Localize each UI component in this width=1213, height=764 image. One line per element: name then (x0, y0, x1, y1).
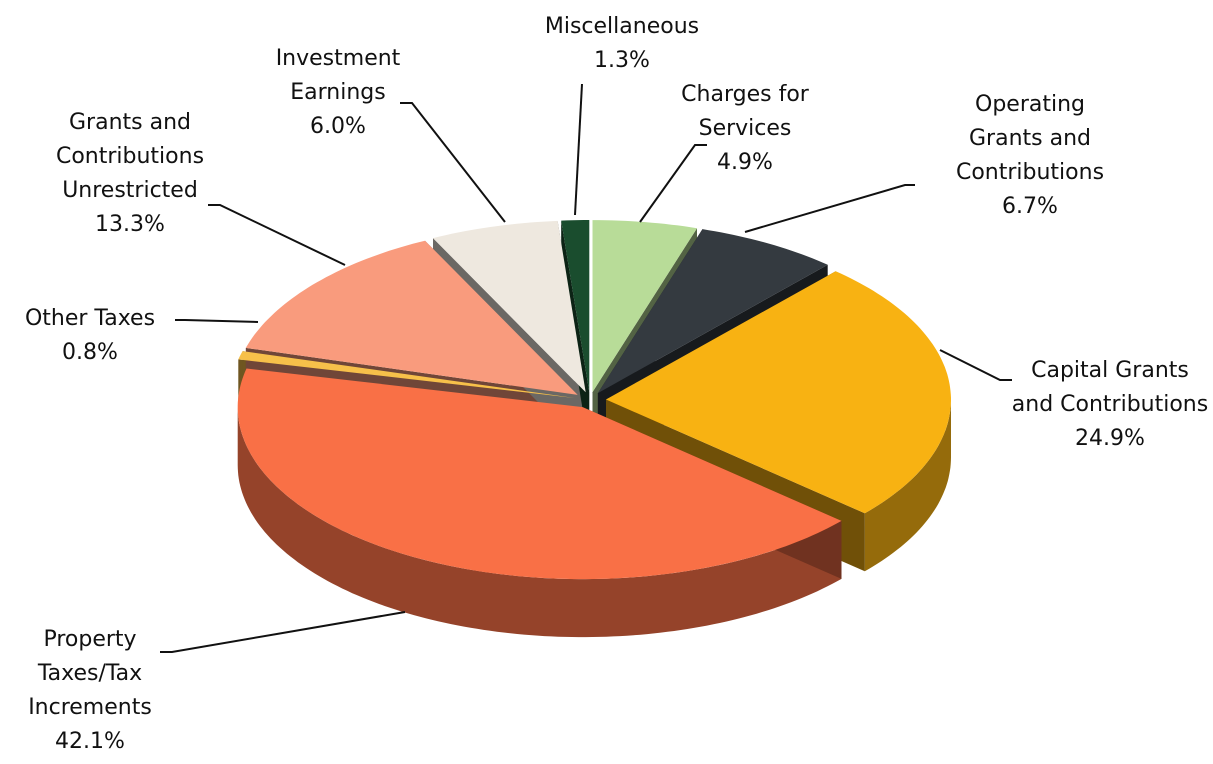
category-label: Property Taxes/Tax Increments (28, 627, 152, 720)
data-label: Investment Earnings 6.0% (258, 42, 418, 144)
category-label: Other Taxes (24, 306, 156, 331)
leader-line (574, 83, 583, 216)
category-label: Charges for Services (681, 82, 809, 141)
slice (238, 351, 575, 398)
slice-side (237, 407, 842, 638)
leader-line (208, 204, 346, 266)
value-label: 4.9% (717, 150, 773, 175)
value-label: 1.3% (594, 48, 650, 73)
slice (606, 271, 951, 514)
slice (433, 220, 586, 393)
leader-line (160, 611, 406, 653)
category-label: Investment Earnings (275, 46, 401, 105)
category-label: Operating Grants and Contributions (955, 92, 1105, 185)
data-label: Operating Grants and Contributions 6.7% (940, 88, 1120, 224)
data-label: Charges for Services 4.9% (670, 78, 820, 180)
slice (592, 220, 697, 393)
value-label: 24.9% (1075, 426, 1145, 451)
data-label: Miscellaneous 1.3% (512, 10, 732, 78)
value-label: 13.3% (95, 212, 165, 237)
slice (597, 229, 828, 394)
value-label: 6.7% (1002, 194, 1058, 219)
data-label: Other Taxes 0.8% (0, 302, 185, 370)
data-label: Capital Grants and Contributions 24.9% (1010, 354, 1210, 456)
value-label: 0.8% (62, 340, 118, 365)
category-label: Capital Grants and Contributions (1011, 358, 1209, 417)
slice (245, 240, 578, 395)
category-label: Miscellaneous (544, 14, 700, 39)
data-label: Grants and Contributions Unrestricted 13.… (25, 106, 235, 242)
slice (237, 368, 842, 580)
leader-line (639, 144, 707, 223)
leader-line (744, 184, 915, 233)
value-label: 6.0% (310, 114, 366, 139)
data-label: Property Taxes/Tax Increments 42.1% (10, 623, 170, 759)
category-label: Grants and Contributions Unrestricted (55, 110, 205, 203)
leader-line (400, 102, 506, 223)
slice-side (864, 399, 951, 572)
slices (237, 220, 951, 638)
slice (561, 220, 590, 392)
value-label: 42.1% (55, 729, 125, 754)
leader-line (175, 319, 259, 323)
leader-line (939, 349, 1012, 381)
